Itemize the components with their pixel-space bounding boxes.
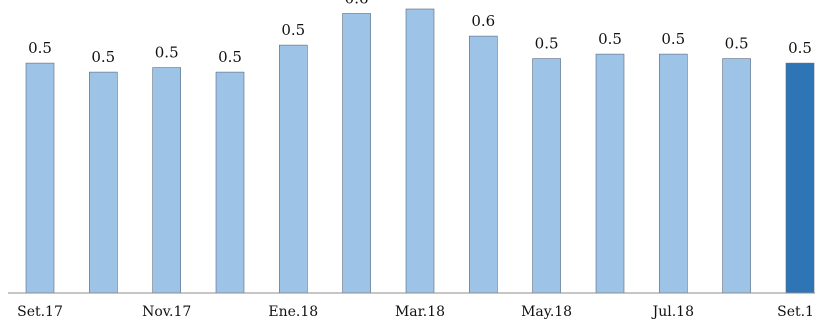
value-labels-group: 0.5 0.5 0.5 0.5 0.5 0.6 0.6 0.6 0.5 0.5 0.5 0.5 0.5 bbox=[28, 0, 812, 66]
value-label-set-17: 0.5 bbox=[28, 39, 52, 57]
value-label-ene-18: 0.5 bbox=[281, 21, 305, 39]
bar-set-18 bbox=[785, 62, 815, 294]
value-label-feb-18: 0.6 bbox=[345, 0, 369, 8]
value-label-abr-18: 0.6 bbox=[471, 12, 495, 30]
value-label-dic-17: 0.5 bbox=[218, 48, 242, 66]
x-tick-label-may-18: May.18 bbox=[521, 304, 572, 320]
value-label-jul-18: 0.5 bbox=[661, 30, 685, 48]
value-label-nov-17: 0.5 bbox=[155, 44, 179, 62]
value-label-mar-18: 0.6 bbox=[408, 0, 432, 3]
bar-may-18 bbox=[532, 58, 561, 294]
x-tick-label-mar-18: Mar.18 bbox=[395, 304, 445, 320]
x-tick-label-set-17: Set.17 bbox=[17, 304, 63, 320]
value-label-ago-18: 0.5 bbox=[725, 35, 749, 53]
x-tick-label-set-18: Set.18 bbox=[777, 304, 815, 320]
value-label-jun-18: 0.5 bbox=[598, 30, 622, 48]
bar-oct-17 bbox=[89, 71, 118, 294]
value-label-oct-17: 0.5 bbox=[91, 48, 115, 66]
bars-group bbox=[25, 8, 815, 294]
bar-dic-17 bbox=[215, 71, 245, 294]
bar-jul-18 bbox=[658, 53, 688, 294]
bar-mar-18 bbox=[405, 8, 435, 294]
bar-feb-18 bbox=[342, 13, 371, 294]
bar-abr-18 bbox=[468, 35, 498, 294]
bar-nov-17 bbox=[152, 67, 181, 294]
x-tick-labels-group: Set.17 Nov.17 Ene.18 Mar.18 May.18 Jul.18 Set.… bbox=[17, 304, 815, 320]
bar-ene-18 bbox=[278, 44, 308, 294]
x-tick-label-jul-18: Jul.18 bbox=[651, 304, 694, 320]
bar-jun-18 bbox=[595, 53, 625, 294]
bar-ago-18 bbox=[722, 58, 751, 294]
value-label-set-18: 0.5 bbox=[788, 39, 812, 57]
x-tick-label-nov-17: Nov.17 bbox=[142, 304, 191, 320]
x-tick-label-ene-18: Ene.18 bbox=[268, 304, 318, 320]
bar-set-17 bbox=[25, 62, 55, 294]
value-label-may-18: 0.5 bbox=[535, 35, 559, 53]
